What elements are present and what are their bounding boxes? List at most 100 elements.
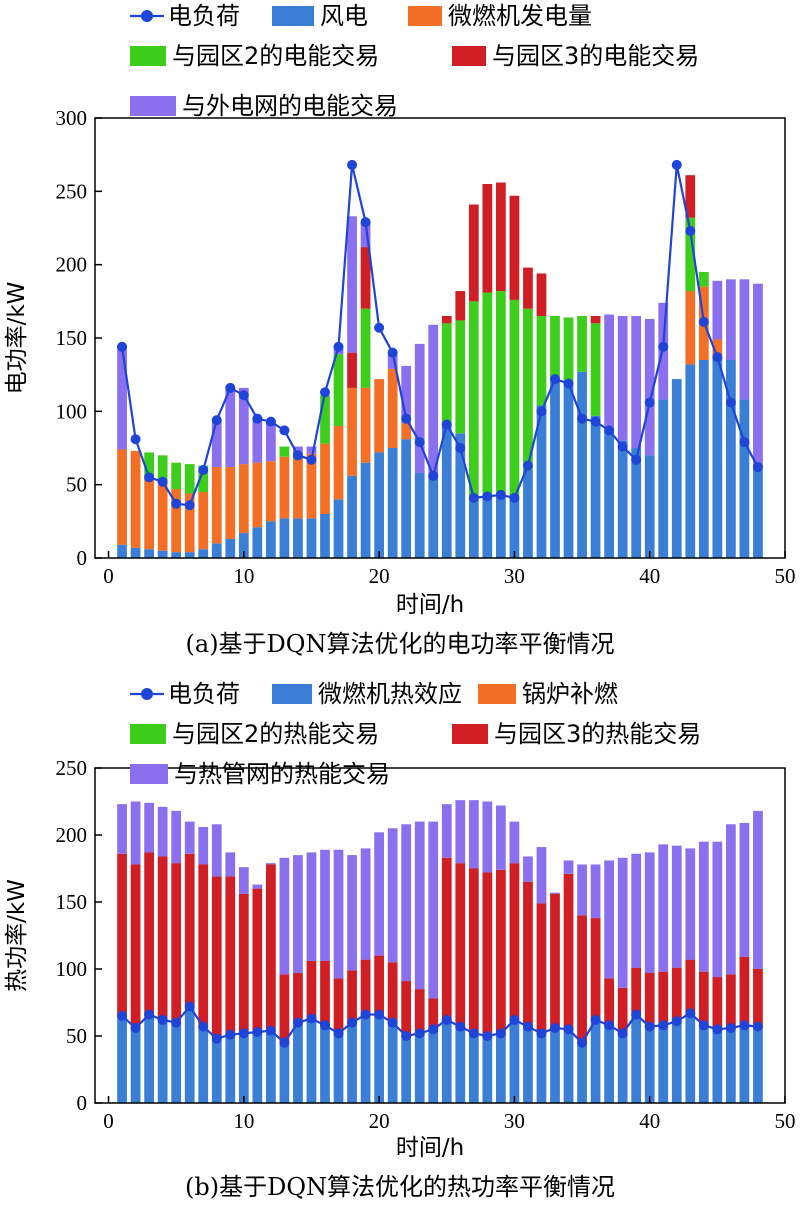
point-电负荷-39 — [631, 454, 642, 465]
bar-与热管网的热能交易-1 — [117, 804, 127, 854]
bar-微燃机热效应-6 — [184, 1006, 195, 1103]
bar-微燃机热效应-34 — [563, 1029, 574, 1103]
bar-与热管网的热能交易-23 — [414, 821, 425, 990]
legend-swatch — [452, 724, 488, 744]
line-电负荷 — [120, 164, 759, 507]
bar-微燃机热效应-40 — [644, 1026, 655, 1103]
point-电负荷-22 — [401, 1031, 412, 1041]
legend-swatch — [478, 684, 516, 704]
point-电负荷-15 — [306, 454, 317, 465]
bar-微燃机热效应-9 — [225, 1034, 236, 1103]
bar-与园区2的电能交易-26 — [455, 320, 466, 434]
bar-与热管网的热能交易-44 — [698, 841, 709, 972]
bar-与热管网的热能交易-22 — [401, 824, 412, 982]
bar-与园区2的电能交易-17 — [333, 354, 344, 426]
bar-与园区3的热能交易-46 — [726, 974, 736, 1028]
bar-与园区3的热能交易-6 — [184, 853, 195, 1007]
bar-与园区3的热能交易-41 — [658, 971, 669, 1026]
bar-与园区3的电能交易-32 — [536, 273, 547, 316]
y-tick-label: 50 — [66, 473, 87, 497]
bar-微燃机热效应-14 — [293, 1022, 303, 1103]
bar-风电-19 — [360, 462, 371, 558]
bar-与热管网的热能交易-42 — [671, 845, 682, 968]
bar-与园区2的电能交易-29 — [496, 291, 506, 497]
x-tick-label: 0 — [103, 1109, 114, 1133]
point-电负荷-1 — [117, 341, 128, 352]
bar-与外电网的电能交易-9 — [225, 386, 236, 468]
bar-微燃机发电量-13 — [279, 456, 290, 519]
point-电负荷-43 — [685, 1008, 696, 1019]
bar-与园区2的电能交易-6 — [184, 464, 195, 494]
bar-与外电网的电能交易-39 — [631, 316, 642, 448]
point-电负荷-35 — [577, 1037, 588, 1048]
bar-与热管网的热能交易-12 — [266, 863, 276, 865]
bar-与热管网的热能交易-29 — [496, 805, 506, 870]
bar-与园区3的热能交易-20 — [374, 955, 384, 1015]
y-tick-label: 150 — [56, 890, 88, 914]
point-电负荷-27 — [468, 492, 479, 503]
point-电负荷-30 — [509, 492, 520, 503]
bar-与园区3的热能交易-12 — [266, 864, 276, 1031]
bar-与热管网的热能交易-37 — [604, 860, 614, 979]
point-电负荷-16 — [320, 387, 330, 398]
bar-与热管网的热能交易-30 — [509, 821, 520, 864]
bar-风电-6 — [184, 552, 195, 558]
bar-风电-18 — [347, 475, 357, 558]
bar-风电-27 — [468, 499, 479, 558]
point-电负荷-19 — [360, 217, 371, 228]
point-电负荷-44 — [698, 316, 709, 327]
bar-与园区2的电能交易-13 — [279, 446, 290, 457]
bar-与园区2的电能交易-31 — [523, 308, 533, 470]
bar-与园区3的热能交易-32 — [536, 903, 547, 1034]
bar-微燃机热效应-12 — [266, 1030, 276, 1103]
bar-与园区3的热能交易-8 — [211, 876, 222, 1039]
chart-panel-1: 0 10 20 30 40 50 0 50 100 150 200 250 300 时间/h 电功率/kW (… — [4, 2, 796, 658]
bar-风电-44 — [698, 360, 709, 558]
bar-与热管网的热能交易-10 — [238, 867, 249, 894]
bar-与外电网的电能交易-22 — [401, 365, 412, 424]
point-电负荷-28 — [482, 1031, 493, 1041]
bar-风电-17 — [333, 499, 344, 558]
point-电负荷-27 — [468, 1028, 479, 1039]
bar-微燃机热效应-3 — [144, 1014, 154, 1103]
point-电负荷-20 — [374, 322, 385, 333]
bar-风电-8 — [211, 543, 222, 558]
bar-微燃机发电量-12 — [266, 461, 276, 522]
x-tick-label: 10 — [233, 564, 254, 588]
bar-与园区3的电能交易-28 — [482, 184, 493, 293]
bar-微燃机热效应-17 — [333, 1033, 344, 1103]
bar-微燃机热效应-18 — [347, 1022, 357, 1103]
bar-与园区3的热能交易-16 — [320, 960, 330, 1026]
bar-微燃机发电量-14 — [293, 455, 303, 519]
bar-与园区2的电能交易-32 — [536, 316, 547, 406]
bar-与园区3的热能交易-10 — [238, 893, 249, 1034]
point-电负荷-41 — [658, 1020, 669, 1031]
bar-与热管网的热能交易-36 — [590, 864, 601, 919]
point-电负荷-29 — [495, 1028, 506, 1039]
bar-微燃机发电量-20 — [374, 379, 384, 453]
bar-微燃机热效应-35 — [577, 1042, 587, 1103]
bar-与外电网的电能交易-24 — [428, 324, 439, 475]
bar-微燃机热效应-24 — [428, 1029, 439, 1103]
bar-与热管网的热能交易-39 — [631, 853, 642, 968]
point-电负荷-38 — [617, 441, 628, 452]
point-电负荷-48 — [752, 462, 763, 473]
x-tick-label: 50 — [775, 564, 796, 588]
legend-swatch — [408, 6, 442, 26]
y-axis-label: 热功率/kW — [4, 879, 30, 992]
bar-与热管网的热能交易-35 — [577, 864, 587, 916]
bar-与园区3的热能交易-27 — [468, 868, 479, 1034]
bar-与热管网的热能交易-4 — [157, 806, 168, 857]
bar-与园区3的热能交易-22 — [401, 981, 412, 1036]
bar-与园区2的电能交易-5 — [171, 462, 182, 490]
bar-与园区3的电能交易-19 — [360, 247, 371, 309]
bar-与热管网的热能交易-11 — [252, 884, 263, 889]
bar-风电-24 — [428, 474, 439, 558]
bar-与外电网的电能交易-48 — [753, 283, 763, 470]
bars-group — [117, 175, 763, 558]
bar-风电-26 — [455, 433, 466, 558]
legend-label: 锅炉补燃 — [522, 680, 618, 708]
point-电负荷-33 — [550, 1022, 560, 1033]
bar-与园区3的热能交易-3 — [144, 852, 154, 1015]
legend-swatch — [130, 96, 176, 116]
